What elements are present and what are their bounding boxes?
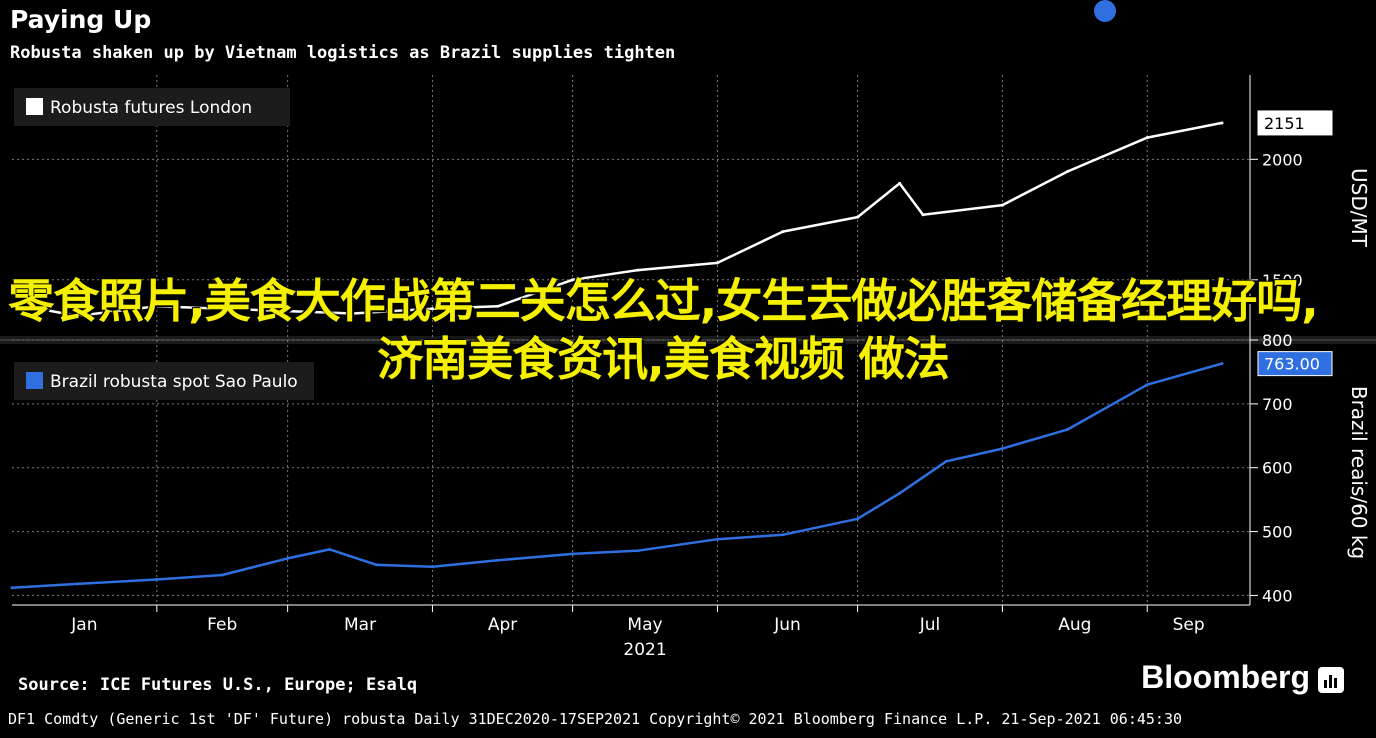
legend-label: Robusta futures London bbox=[50, 98, 252, 118]
last-value-box bbox=[1257, 351, 1333, 377]
x-tick-label: Sep bbox=[1173, 615, 1205, 635]
y-axis-title: Brazil reais/60 kg bbox=[1347, 386, 1371, 559]
x-tick-label: Aug bbox=[1058, 615, 1091, 635]
series-point bbox=[944, 459, 948, 463]
series-point bbox=[155, 577, 159, 581]
y-tick-label: 700 bbox=[1262, 395, 1293, 414]
series-point bbox=[898, 491, 902, 495]
series-point bbox=[1000, 447, 1004, 451]
y-tick-label: 800 bbox=[1262, 331, 1293, 350]
y-tick-label: 600 bbox=[1262, 459, 1293, 478]
x-tick-label: Jul bbox=[919, 615, 941, 635]
x-tick-label: Jan bbox=[70, 615, 97, 635]
series-point bbox=[856, 517, 860, 521]
legend-box bbox=[14, 362, 314, 400]
y-tick-label: 1500 bbox=[1262, 271, 1303, 290]
footer-copyright: DF1 Comdty (Generic 1st 'DF' Future) rob… bbox=[8, 710, 1182, 728]
series-point bbox=[286, 309, 290, 313]
chart-header: Paying Up Robusta shaken up by Vietnam l… bbox=[0, 0, 1376, 70]
icon-bar bbox=[1324, 680, 1327, 688]
series-point bbox=[75, 314, 79, 318]
series-point bbox=[155, 304, 159, 308]
y-tick-label: 500 bbox=[1262, 523, 1293, 542]
overlay-caption: 零食照片,美食大作战第二关怎么过,女生去做必胜客储备经理好吗,济南美食资讯,美食… bbox=[8, 274, 1318, 386]
series-point bbox=[430, 307, 434, 311]
series-point bbox=[496, 558, 500, 562]
series-point bbox=[1145, 383, 1149, 387]
series-point bbox=[1220, 362, 1224, 366]
series-point bbox=[781, 230, 785, 234]
series-point bbox=[328, 547, 332, 551]
series-point bbox=[496, 304, 500, 308]
legend-swatch bbox=[26, 372, 43, 389]
series-point bbox=[10, 586, 14, 590]
series-point bbox=[1000, 203, 1004, 207]
x-tick-label: May bbox=[627, 615, 662, 635]
series-point bbox=[636, 549, 640, 553]
last-value-label: 763.00 bbox=[1264, 355, 1320, 374]
y-tick-label: 400 bbox=[1262, 586, 1293, 605]
series-point bbox=[430, 565, 434, 569]
source-note: Source: ICE Futures U.S., Europe; Esalq bbox=[18, 675, 418, 695]
series-point bbox=[220, 573, 224, 577]
series-point bbox=[351, 312, 355, 315]
series-point bbox=[781, 533, 785, 537]
legend-box bbox=[14, 88, 290, 126]
x-tick-label: Apr bbox=[488, 615, 517, 635]
series-line bbox=[11, 362, 1223, 590]
series-point bbox=[715, 261, 719, 265]
y-axis-title: USD/MT bbox=[1347, 168, 1371, 248]
last-value-box bbox=[1257, 110, 1333, 136]
series-point bbox=[715, 537, 719, 541]
series-point bbox=[220, 307, 224, 311]
series-point bbox=[571, 278, 575, 282]
series-point bbox=[571, 552, 575, 556]
icon-bar bbox=[1329, 675, 1332, 688]
bloomberg-logo: Bloomberg bbox=[1141, 659, 1310, 695]
chart-subtitle: Robusta shaken up by Vietnam logistics a… bbox=[10, 43, 676, 63]
icon-bar bbox=[1334, 678, 1337, 688]
series-point bbox=[921, 213, 925, 217]
x-tick-label: Jun bbox=[773, 615, 801, 635]
chart-title: Paying Up bbox=[10, 5, 152, 34]
x-tick-label: Feb bbox=[207, 615, 237, 635]
series-point bbox=[374, 563, 378, 567]
series-point bbox=[636, 268, 640, 272]
x-axis-year: 2021 bbox=[623, 640, 666, 660]
series-point bbox=[1220, 121, 1224, 125]
series-point bbox=[856, 215, 860, 219]
last-value-label: 2151 bbox=[1264, 114, 1305, 133]
legend-swatch bbox=[26, 98, 43, 115]
blue-dot-icon bbox=[1094, 0, 1116, 22]
y-tick-label: 2000 bbox=[1262, 150, 1303, 169]
series-point bbox=[1066, 427, 1070, 431]
x-tick-label: Mar bbox=[344, 615, 376, 635]
bloomberg-terminal-icon bbox=[1318, 667, 1344, 693]
series-point bbox=[10, 302, 14, 306]
series-point bbox=[1066, 169, 1070, 173]
series-point bbox=[1145, 136, 1149, 140]
series-point bbox=[898, 181, 902, 185]
legend-label: Brazil robusta spot Sao Paulo bbox=[50, 372, 298, 392]
series-point bbox=[75, 582, 79, 586]
series-point bbox=[286, 556, 290, 560]
